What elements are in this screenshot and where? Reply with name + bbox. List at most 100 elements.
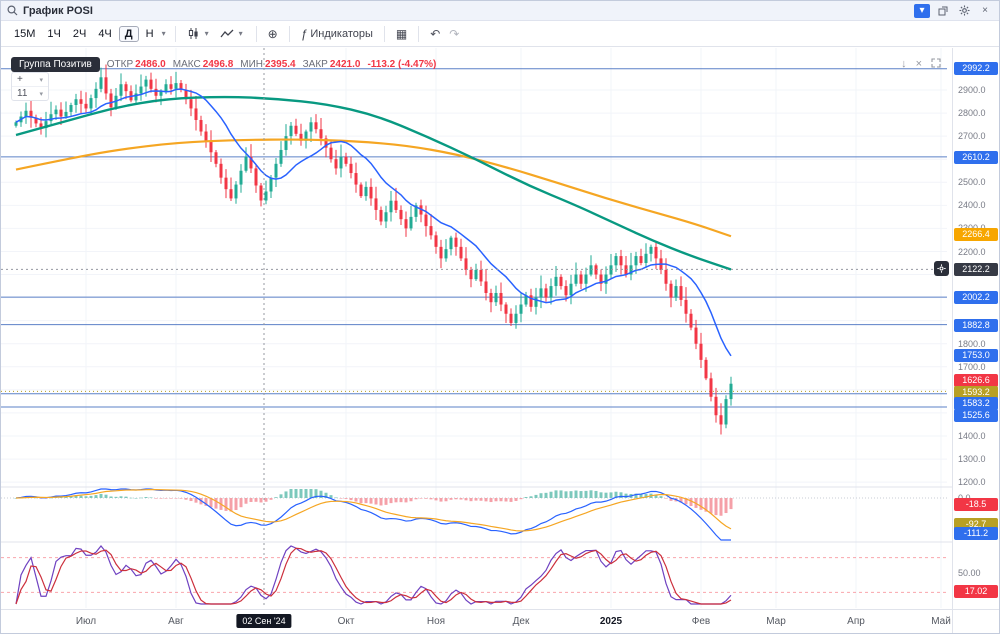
maximize-icon — [931, 58, 941, 68]
pane-close-button[interactable]: × — [916, 58, 922, 71]
chevron-down-icon: ▾ — [919, 5, 925, 16]
price-tick-label: 1800.0 — [958, 339, 986, 349]
chart-style-button[interactable]: ▾ — [183, 25, 215, 42]
price-badge-blue: 2002.2 — [954, 291, 998, 304]
pane-download-button[interactable]: ↓ — [901, 58, 907, 71]
chart-toolbar: 15М 1Ч 2Ч 4Ч Д Н ▾ ▾ ▾ ⊕ ƒ Индикаторы ▦ — [1, 21, 999, 47]
price-badge-blue: 1525.6 — [954, 409, 998, 422]
undo-button[interactable]: ↶ — [426, 25, 444, 43]
time-tick-label: Июл — [75, 616, 97, 627]
price-tick-label: 2400.0 — [958, 200, 986, 210]
price-scale[interactable]: 2900.02800.02700.02500.02400.02300.02200… — [952, 48, 999, 609]
price-tick-label: 1400.0 — [958, 431, 986, 441]
gear-icon — [937, 264, 946, 273]
crosshair-date-badge: 02 Сен '24 — [236, 614, 292, 628]
chart-area[interactable]: Группа Позитив ОТКР 2486.0 МАКС 2496.8 МИН 23… — [1, 48, 999, 633]
layout-button[interactable]: ▦ — [392, 25, 411, 43]
search-icon — [7, 5, 18, 16]
drawings-count-button[interactable]: 11 ▾ — [12, 86, 48, 100]
chevron-down-icon: ▾ — [238, 29, 243, 38]
indicators-button[interactable]: ƒ Индикаторы — [297, 25, 377, 43]
candlestick-icon — [188, 28, 198, 39]
gear-icon — [958, 5, 970, 16]
chevron-down-icon: ▾ — [39, 90, 43, 98]
drawings-widget: + ▾ 11 ▾ — [11, 72, 49, 101]
redo-button[interactable]: ↷ — [445, 25, 463, 43]
close-icon: × — [982, 5, 988, 16]
time-tick-label: Май — [931, 616, 951, 627]
separator — [255, 25, 257, 42]
price-tick-label: 1300.0 — [958, 454, 986, 464]
time-axis[interactable]: Июл Авг Окт Ноя Дек 2025 Фев Мар Апр Май 02 Сен '2… — [1, 609, 954, 633]
price-badge-orange: 2266.4 — [954, 228, 998, 241]
change-value: -113.2 (-4.47%) — [367, 59, 437, 70]
time-tick-label: Ноя — [426, 616, 446, 627]
timeframe-dropdown[interactable]: ▾ — [160, 29, 168, 38]
separator — [174, 25, 176, 42]
timeframe-button[interactable]: 1Ч — [47, 27, 61, 40]
timeframe-button[interactable]: Д — [118, 25, 139, 42]
price-tick-label: 2700.0 — [958, 131, 986, 141]
price-badge-blue: 1753.0 — [954, 349, 998, 362]
price-chart-canvas[interactable] — [1, 48, 954, 609]
timeframe-group: 15М 1Ч 2Ч 4Ч Д Н — [9, 25, 159, 42]
close-icon: × — [915, 58, 922, 70]
ohlc-field: МАКС 2496.8 — [172, 59, 234, 70]
ohlc-field: ОТКР 2486.0 — [106, 59, 166, 70]
price-tick-label: 2800.0 — [958, 108, 986, 118]
window-title: График POSI — [23, 4, 93, 17]
redo-icon: ↷ — [449, 26, 460, 41]
compare-icon: ⊕ — [267, 26, 278, 41]
timeframe-button[interactable]: 2Ч — [72, 27, 87, 40]
line-tools-button[interactable]: ▾ — [216, 26, 249, 42]
price-badge-blue: -111.2 — [954, 527, 998, 540]
price-badge-red: 17.02 — [954, 585, 998, 598]
time-tick-label: 2025 — [599, 616, 623, 627]
time-tick-label: Апр — [847, 616, 865, 627]
plus-icon: + — [17, 74, 23, 85]
price-badge-red: -18.5 — [954, 498, 998, 511]
timeframe-button[interactable]: Н — [145, 27, 154, 40]
pane-settings-button[interactable] — [934, 261, 949, 276]
chevron-down-icon: ▾ — [161, 29, 166, 38]
settings-button[interactable] — [956, 4, 972, 18]
separator — [288, 25, 290, 42]
separator — [418, 25, 420, 42]
ohlc-field: ЗАКР 2421.0 — [302, 59, 361, 70]
price-tick-label: 1200.0 — [958, 477, 986, 487]
price-tick-label: 2500.0 — [958, 177, 986, 187]
ohlc-field: МИН 2395.4 — [240, 59, 296, 70]
pane-maximize-button[interactable] — [931, 58, 941, 71]
price-badge-red: 1626.6 — [954, 374, 998, 387]
grid-layout-icon: ▦ — [395, 26, 408, 41]
popout-button[interactable] — [935, 4, 951, 18]
symbol-badge[interactable]: Группа Позитив — [11, 57, 100, 72]
separator — [383, 25, 385, 42]
timeframe-button[interactable]: 4Ч — [98, 27, 112, 40]
price-badge-blue: 1583.2 — [954, 397, 998, 410]
close-button[interactable]: × — [977, 4, 993, 18]
popout-icon — [938, 6, 948, 15]
axis-corner — [952, 609, 999, 633]
time-tick-label: Мар — [766, 616, 786, 627]
price-tick-label: 50.00 — [958, 568, 981, 578]
drawings-count: 11 — [17, 88, 28, 99]
fx-icon: ƒ — [300, 26, 308, 41]
time-tick-label: Окт — [337, 616, 355, 627]
indicators-label: Индикаторы — [310, 27, 373, 40]
price-tick-label: 2900.0 — [958, 85, 986, 95]
pane-controls: ↓ × — [901, 58, 941, 71]
chevron-down-icon: ▾ — [204, 29, 209, 38]
compare-button[interactable]: ⊕ — [264, 25, 282, 43]
ohlc-fields: ОТКР 2486.0 МАКС 2496.8 МИН 2395.4 ЗАКР 2421.0 — [107, 59, 361, 70]
add-drawing-button[interactable]: + ▾ — [12, 73, 48, 86]
time-tick-label: Фев — [691, 616, 711, 627]
price-badge-dark: 2122.2 — [954, 263, 998, 276]
timeframe-button[interactable]: 15М — [14, 27, 36, 40]
undo-icon: ↶ — [430, 26, 441, 41]
price-badge-blue: 2992.2 — [954, 62, 998, 75]
collapse-button[interactable]: ▾ — [914, 3, 930, 18]
chevron-down-icon: ▾ — [39, 76, 43, 84]
titlebar: График POSI ▾ — [1, 1, 999, 21]
